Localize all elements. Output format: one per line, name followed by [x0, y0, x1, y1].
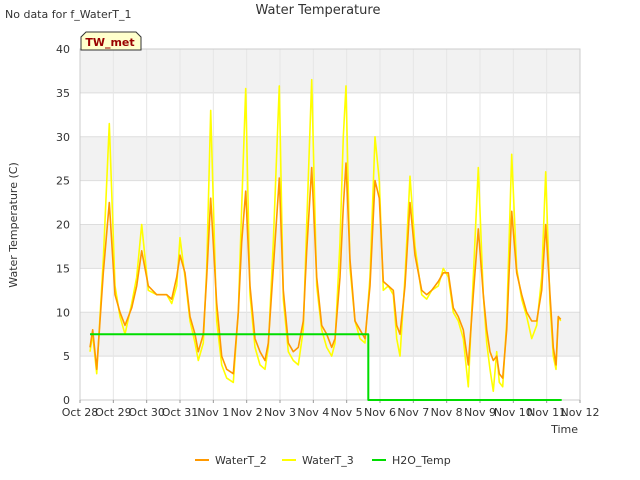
gridlines	[79, 48, 581, 401]
site-badge: TW_met	[80, 31, 142, 51]
x-tick-label: Nov 6	[364, 406, 396, 419]
x-axis-label: Time	[550, 423, 578, 436]
grid-band	[80, 49, 580, 93]
series-lines	[89, 78, 562, 401]
y-tick-label: 25	[56, 175, 70, 188]
x-tick-label: Oct 29	[95, 406, 132, 419]
x-tick-label: Oct 30	[128, 406, 165, 419]
x-tick-label: Nov 1	[197, 406, 229, 419]
x-tick-label: Nov 7	[397, 406, 429, 419]
y-axis-ticks: 0 5 10 15 20 25 30 35 40	[56, 43, 70, 407]
y-tick-label: 20	[56, 219, 70, 232]
y-tick-label: 10	[56, 306, 70, 319]
chart-title: Water Temperature	[256, 3, 381, 18]
legend-label: H2O_Temp	[392, 454, 451, 467]
series-line-h2o-temp	[90, 333, 562, 401]
y-tick-label: 40	[56, 43, 70, 56]
y-tick-label: 35	[56, 87, 70, 100]
y-axis-label: Water Temperature (C)	[7, 162, 20, 287]
y-tick-label: 15	[56, 262, 70, 275]
x-tick-label: Nov 2	[231, 406, 263, 419]
x-tick-label: Nov 11	[527, 406, 566, 419]
x-tick-label: Oct 28	[62, 406, 99, 419]
no-data-message: No data for f_WaterT_1	[5, 8, 131, 21]
x-tick-label: Nov 3	[264, 406, 296, 419]
x-tick-label: Oct 31	[162, 406, 199, 419]
legend: WaterT_2 WaterT_3 H2O_Temp	[195, 454, 451, 467]
legend-label: WaterT_2	[215, 454, 267, 467]
y-tick-label: 5	[63, 350, 70, 363]
y-tick-label: 30	[56, 131, 70, 144]
x-tick-label: Nov 8	[431, 406, 463, 419]
x-tick-label: Nov 5	[331, 406, 363, 419]
legend-label: WaterT_3	[302, 454, 354, 467]
x-tick-label: Nov 9	[464, 406, 496, 419]
plot-border	[79, 48, 581, 401]
x-tick-label: Nov 4	[297, 406, 329, 419]
y-tick-label: 0	[63, 394, 70, 407]
x-tick-label: Nov 12	[561, 406, 600, 419]
series-line-watert-2	[89, 162, 562, 379]
x-tick-label: Nov 10	[494, 406, 533, 419]
grid-band	[80, 136, 580, 181]
grid-band	[80, 224, 580, 269]
series-line-watert-3	[89, 78, 562, 392]
badge-label: TW_met	[85, 36, 134, 49]
badge-box	[80, 31, 142, 51]
